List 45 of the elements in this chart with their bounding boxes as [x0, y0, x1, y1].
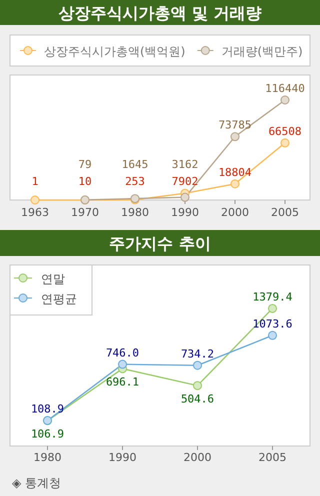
legend-label: 연말	[41, 272, 65, 286]
x-tick-label: 1990	[108, 451, 136, 464]
x-tick-label: 1970	[71, 206, 99, 219]
legend-label: 거래량(백만주)	[221, 44, 303, 58]
point	[268, 330, 277, 340]
data-label: 66508	[268, 124, 302, 138]
data-label: 3162	[172, 158, 198, 171]
data-label: 1379.4	[252, 290, 293, 304]
data-label: 10	[78, 175, 92, 188]
data-label: 504.6	[180, 392, 214, 406]
x-tick-label: 2000	[184, 451, 212, 464]
point	[280, 138, 290, 148]
data-label: 696.1	[106, 376, 140, 389]
point	[268, 304, 277, 313]
chart-title: 주가지수 추이	[109, 234, 211, 253]
point	[230, 132, 240, 142]
legend-label: 연평균	[41, 292, 77, 306]
x-tick-label: 1990	[171, 206, 199, 219]
text: ◈ 통계청	[12, 476, 62, 490]
point	[193, 381, 202, 390]
point	[280, 96, 290, 104]
x-tick-label: 1980	[34, 451, 62, 464]
data-label: 108.9	[30, 402, 64, 416]
data-label: 746.0	[106, 346, 140, 360]
x-tick-label: 1980	[121, 206, 149, 219]
data-label: 1645	[122, 158, 148, 171]
point	[30, 196, 40, 204]
data-label: 734.2	[180, 347, 214, 360]
data-label: 7902	[172, 175, 198, 188]
x-tick-label: 2005	[258, 451, 286, 464]
data-label: 1	[32, 175, 38, 188]
data-label: 253	[125, 175, 145, 188]
data-label: 73785	[218, 118, 252, 132]
point	[118, 360, 127, 369]
point	[193, 360, 202, 370]
data-label: 116440	[265, 82, 305, 95]
x-tick-label: 2005	[271, 206, 299, 219]
legend-label: 상장주식시가총액(백억원)	[44, 44, 186, 58]
point	[180, 192, 190, 202]
x-tick-label: 1963	[21, 206, 49, 219]
point	[230, 179, 240, 188]
x-tick-label: 2000	[221, 206, 249, 219]
data-label: 79	[78, 158, 92, 171]
chart-title: 상장주식시가총액 및 거래량	[58, 4, 262, 22]
data-label: 106.9	[30, 428, 64, 441]
